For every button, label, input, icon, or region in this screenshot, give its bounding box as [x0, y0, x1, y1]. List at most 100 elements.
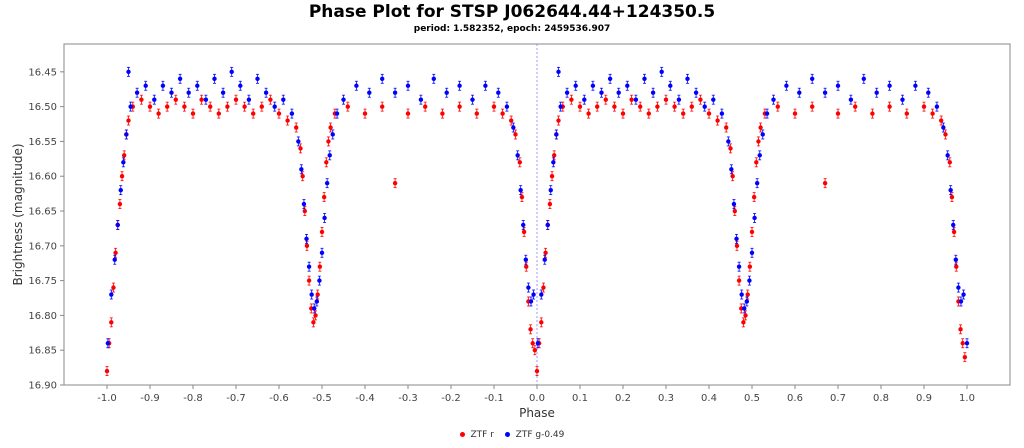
data-point — [152, 97, 157, 102]
data-point — [569, 97, 574, 102]
x-tick-label: 0.2 — [615, 393, 631, 404]
data-point — [736, 264, 742, 269]
data-point — [754, 180, 760, 186]
data-point — [304, 243, 310, 249]
data-point — [556, 118, 561, 123]
data-point — [835, 83, 841, 88]
data-point — [177, 76, 183, 81]
data-point — [958, 327, 963, 332]
x-tick-label: -0.4 — [355, 393, 375, 404]
data-point — [822, 180, 828, 186]
data-point — [302, 208, 307, 214]
data-point — [212, 76, 217, 81]
data-point — [900, 97, 905, 102]
data-point — [521, 222, 526, 228]
data-point — [118, 187, 123, 193]
legend-item-ztf-r: ZTF r — [459, 430, 494, 440]
data-point — [948, 187, 953, 193]
data-point — [625, 83, 630, 88]
data-point — [126, 118, 131, 123]
data-point — [526, 285, 531, 290]
data-point — [405, 111, 411, 116]
data-point — [160, 83, 166, 88]
data-point — [685, 76, 690, 81]
data-point — [345, 104, 350, 109]
data-point — [921, 104, 927, 109]
data-point — [756, 139, 761, 144]
data-point — [638, 104, 643, 109]
data-point — [431, 76, 436, 81]
data-point — [199, 97, 204, 102]
data-point — [532, 348, 538, 353]
data-point — [655, 104, 660, 109]
data-point — [169, 90, 174, 95]
data-point — [255, 76, 260, 81]
y-tick-label: 16.60 — [28, 172, 57, 183]
data-point — [423, 104, 428, 109]
data-point — [958, 299, 964, 304]
x-tick-label: -0.5 — [312, 393, 332, 404]
data-point — [513, 132, 518, 137]
data-point — [554, 132, 559, 137]
data-point — [182, 104, 187, 109]
data-point — [943, 132, 948, 137]
data-point — [754, 160, 759, 165]
data-point — [689, 104, 694, 109]
x-tick-label: -0.7 — [226, 393, 246, 404]
data-point — [139, 97, 144, 102]
data-point — [874, 90, 879, 95]
x-tick-label: -0.1 — [484, 393, 504, 404]
data-point — [334, 111, 340, 116]
data-point — [285, 118, 290, 123]
data-point — [186, 90, 191, 95]
data-point — [500, 111, 505, 116]
data-point — [934, 104, 940, 109]
data-point — [470, 97, 475, 102]
series-ztf-g — [105, 66, 970, 349]
data-point — [392, 180, 398, 186]
data-point — [693, 90, 699, 95]
data-point — [518, 187, 523, 193]
data-point — [517, 160, 522, 165]
data-point — [111, 285, 116, 290]
data-point — [528, 299, 534, 304]
data-point — [117, 201, 123, 207]
x-tick-label: 0.7 — [830, 393, 846, 404]
data-point — [758, 125, 763, 130]
data-point — [115, 222, 120, 228]
y-tick-label: 16.90 — [28, 381, 57, 392]
data-point — [706, 111, 712, 116]
data-point — [745, 292, 750, 297]
data-point — [947, 160, 952, 165]
data-point — [930, 111, 935, 116]
data-point — [354, 83, 359, 88]
data-point — [128, 104, 133, 109]
data-point — [380, 76, 385, 81]
data-point — [311, 320, 316, 325]
y-tick-label: 16.85 — [28, 346, 57, 357]
data-point — [752, 215, 757, 221]
data-point — [650, 90, 656, 95]
data-point — [105, 341, 111, 346]
data-point — [263, 90, 269, 95]
data-point — [104, 368, 110, 374]
data-point — [599, 90, 604, 95]
data-point — [496, 90, 501, 95]
y-tick-label: 16.80 — [28, 311, 57, 322]
data-point — [268, 97, 273, 102]
data-point — [551, 160, 556, 165]
data-point — [616, 90, 621, 95]
data-point — [586, 111, 591, 116]
data-point — [276, 111, 282, 116]
data-point — [577, 104, 583, 109]
x-tick-label: 0.8 — [873, 393, 889, 404]
data-point — [810, 76, 815, 81]
data-point — [327, 153, 332, 158]
data-point — [954, 264, 959, 269]
data-point — [668, 83, 673, 88]
data-point — [246, 97, 252, 102]
data-point — [195, 83, 200, 88]
data-point — [491, 104, 497, 109]
chart-title: Phase Plot for STSP J062644.44+124350.5 — [308, 2, 716, 22]
